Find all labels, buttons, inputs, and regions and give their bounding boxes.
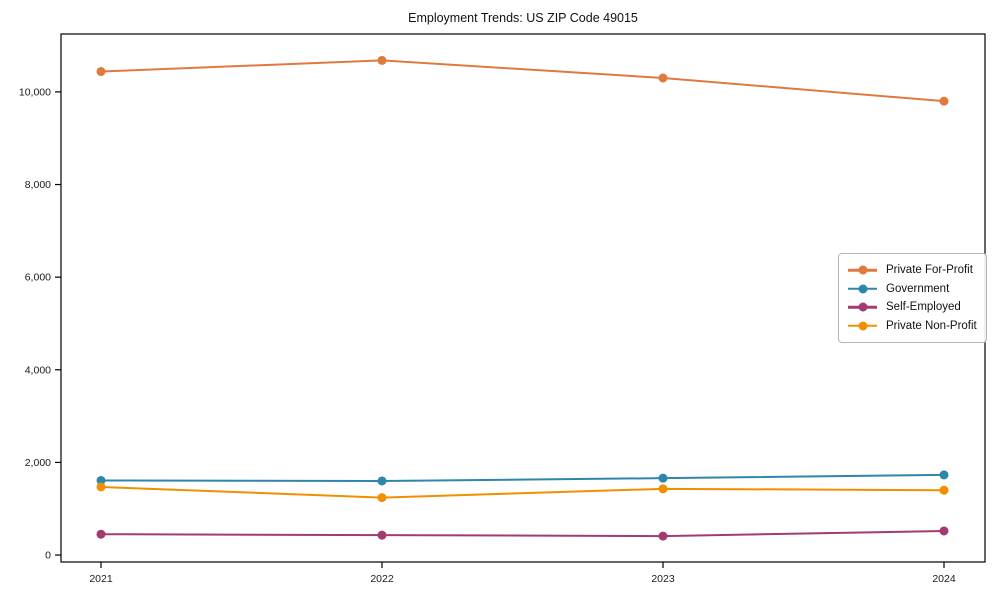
y-tick-label: 2,000: [25, 457, 51, 469]
data-point-self-employed-2021: [96, 529, 106, 539]
legend-item: Government: [848, 280, 977, 299]
series-line-government: [100, 473, 945, 482]
data-point-private-non-profit-2021: [96, 482, 106, 492]
legend-label: Self-Employed: [886, 301, 961, 314]
data-point-government-2023: [658, 473, 668, 483]
legend-dot-icon: [858, 321, 867, 331]
x-tick-label: 2023: [651, 573, 675, 585]
data-point-private-for-profit-2024: [939, 96, 949, 106]
data-point-government-2022: [377, 476, 387, 486]
legend-line-marker-icon: [848, 321, 877, 331]
x-tick-label: 2021: [89, 573, 113, 585]
y-tick-label: 0: [45, 550, 51, 562]
data-point-government-2024: [939, 470, 949, 480]
legend-line-marker-icon: [848, 284, 877, 294]
data-point-private-for-profit-2021: [96, 67, 106, 77]
data-point-private-non-profit-2022: [377, 493, 387, 503]
data-point-private-non-profit-2024: [939, 485, 949, 495]
legend-line-marker-icon: [848, 302, 877, 312]
series-line-private-non-profit: [100, 485, 945, 499]
legend-dot-icon: [858, 265, 867, 275]
data-point-private-non-profit-2023: [658, 484, 668, 494]
legend-dot-icon: [858, 284, 867, 294]
data-point-private-for-profit-2022: [377, 55, 387, 65]
legend-label: Private For-Profit: [886, 264, 973, 277]
x-tick-label: 2022: [370, 573, 394, 585]
data-point-private-for-profit-2023: [658, 73, 668, 83]
legend-item: Private For-Profit: [848, 261, 977, 280]
x-tick-label: 2024: [932, 573, 956, 585]
legend: Private For-Profit Government Self-Employe…: [838, 253, 987, 343]
legend-dot-icon: [858, 302, 867, 312]
series-line-self-employed: [100, 529, 945, 538]
legend-label: Government: [886, 282, 950, 295]
data-point-government-2021: [96, 475, 106, 485]
legend-item: Self-Employed: [848, 298, 977, 317]
series-line-private-for-profit: [100, 59, 945, 103]
legend-line-marker-icon: [848, 265, 877, 275]
y-tick-label: 10,000: [19, 86, 51, 98]
y-tick-label: 4,000: [25, 364, 51, 376]
data-point-self-employed-2022: [377, 530, 387, 540]
chart-title: Employment Trends: US ZIP Code 49015: [408, 11, 638, 25]
y-tick-label: 6,000: [25, 272, 51, 284]
legend-label: Private Non-Profit: [886, 319, 977, 332]
legend-item: Private Non-Profit: [848, 317, 977, 336]
y-tick-label: 8,000: [25, 179, 51, 191]
data-point-self-employed-2024: [939, 526, 949, 536]
data-point-self-employed-2023: [658, 531, 668, 541]
